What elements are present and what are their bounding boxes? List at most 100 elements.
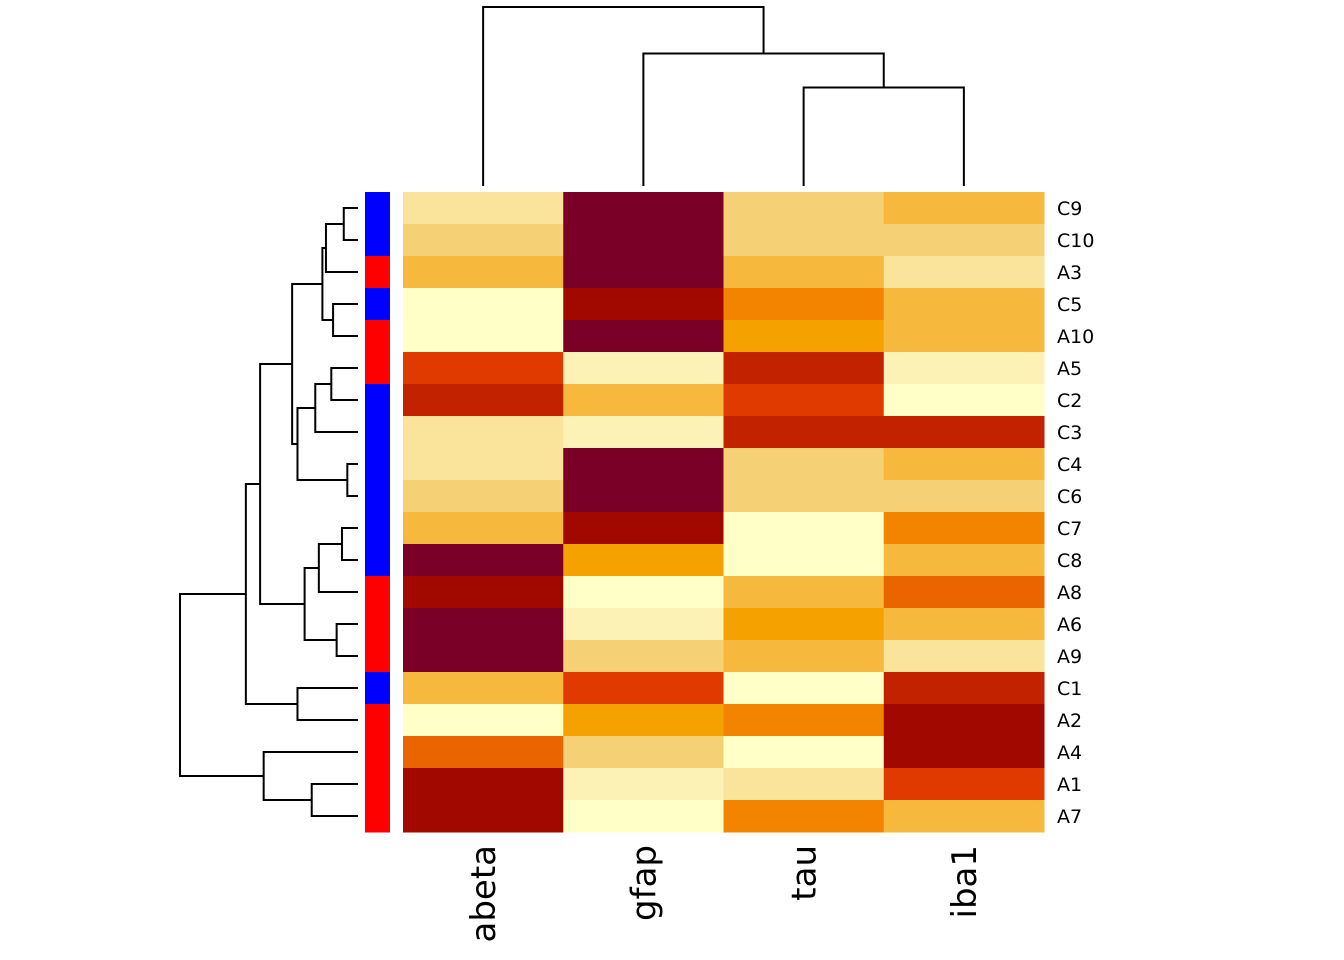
row-label-A3: A3 (1057, 262, 1082, 284)
group-bar-C6 (365, 480, 390, 513)
row-label-C2: C2 (1057, 390, 1082, 412)
heatmap-cell-A5-tau (723, 352, 885, 385)
row-label-A5: A5 (1057, 358, 1082, 380)
heatmap-cell-C9-abeta (403, 192, 564, 225)
heatmap-cell-C8-iba1 (883, 544, 1045, 577)
heatmap-cell-C5-abeta (403, 288, 564, 321)
heatmap-cell-C4-gfap (563, 448, 724, 481)
group-bar-A1 (365, 768, 390, 801)
heatmap-cells (403, 192, 1045, 833)
row-label-C1: C1 (1057, 678, 1082, 700)
row-label-C5: C5 (1057, 294, 1082, 316)
heatmap-cell-C4-tau (723, 448, 885, 481)
heatmap-cell-C7-tau (723, 512, 885, 545)
heatmap-cell-C4-abeta (403, 448, 564, 481)
heatmap-cell-A1-gfap (563, 768, 724, 801)
heatmap-cell-C10-abeta (403, 224, 564, 257)
heatmap-cell-C10-gfap (563, 224, 724, 257)
column-label-abeta: abeta (464, 845, 504, 943)
row-dendrogram-branch-15 (296, 687, 358, 721)
row-label-A7: A7 (1057, 806, 1082, 828)
heatmap-cell-A6-tau (723, 608, 885, 641)
column-label-gfap: gfap (624, 845, 664, 921)
heatmap-cell-C9-tau (723, 192, 885, 225)
heatmap-cell-A10-abeta (403, 320, 564, 353)
group-bar-A2 (365, 704, 390, 737)
heatmap-cell-A4-abeta (403, 736, 564, 769)
heatmap-cell-C1-iba1 (883, 672, 1045, 705)
heatmap-cell-C8-gfap (563, 544, 724, 577)
row-dendrogram-branch-6 (314, 383, 358, 433)
heatmap-cell-A5-gfap (563, 352, 724, 385)
heatmap-cell-A2-iba1 (883, 704, 1045, 737)
heatmap-cell-A6-abeta (403, 608, 564, 641)
row-label-A1: A1 (1057, 774, 1082, 796)
heatmap-cell-A6-gfap (563, 608, 724, 641)
group-bar-A5 (365, 352, 390, 385)
row-label-C3: C3 (1057, 422, 1082, 444)
group-bar-C10 (365, 224, 390, 257)
heatmap-cell-A4-gfap (563, 736, 724, 769)
heatmap-cell-C5-tau (723, 288, 885, 321)
heatmap-cell-A1-abeta (403, 768, 564, 801)
column-label-tau: tau (785, 845, 825, 901)
heatmap-cell-A9-iba1 (883, 640, 1045, 673)
heatmap-cell-C8-abeta (403, 544, 564, 577)
row-dendrogram-branch-7 (346, 463, 358, 497)
group-bar-C2 (365, 384, 390, 417)
heatmap-cell-A5-abeta (403, 352, 564, 385)
row-dendrogram-branch-5 (330, 367, 358, 401)
group-bar-A6 (365, 608, 390, 641)
group-bar-A3 (365, 256, 390, 289)
column-labels: abeta gfap tau iba1 (464, 845, 985, 943)
row-dendrogram-branch-19 (179, 593, 264, 777)
row-label-A2: A2 (1057, 710, 1082, 732)
column-label-iba1: iba1 (945, 845, 985, 919)
heatmap-cell-A5-iba1 (883, 352, 1045, 385)
heatmap-cell-A7-tau (723, 800, 885, 833)
heatmap-cell-A9-gfap (563, 640, 724, 673)
row-dendrogram-branch-13 (303, 567, 337, 641)
heatmap-cell-C3-abeta (403, 416, 564, 449)
group-bar-A7 (365, 800, 390, 833)
row-group-color-bar (365, 192, 390, 833)
row-dendrogram-branch-17 (310, 783, 358, 817)
heatmap-cell-A8-iba1 (883, 576, 1045, 609)
row-label-C7: C7 (1057, 518, 1082, 540)
group-bar-C1 (365, 672, 390, 705)
group-bar-C5 (365, 288, 390, 321)
row-dendrogram-branch-10 (340, 527, 358, 561)
heatmap-cell-A10-gfap (563, 320, 724, 353)
heatmap-cell-C3-gfap (563, 416, 724, 449)
heatmap-cell-A3-abeta (403, 256, 564, 289)
heatmap-cell-C8-tau (723, 544, 885, 577)
row-label-C8: C8 (1057, 550, 1082, 572)
heatmap-cell-A3-iba1 (883, 256, 1045, 289)
heatmap-cell-C6-gfap (563, 480, 724, 513)
heatmap-cell-C9-iba1 (883, 192, 1045, 225)
heatmap-cell-C2-gfap (563, 384, 724, 417)
row-label-C9: C9 (1057, 198, 1082, 220)
heatmap-cell-C5-iba1 (883, 288, 1045, 321)
heatmap-cell-A4-iba1 (883, 736, 1045, 769)
group-bar-C7 (365, 512, 390, 545)
row-label-A4: A4 (1057, 742, 1082, 764)
row-label-A6: A6 (1057, 614, 1082, 636)
column-dendrogram-branch-2 (642, 52, 885, 186)
heatmap-cell-A2-tau (723, 704, 885, 737)
column-dendrogram-branch-3 (482, 6, 765, 186)
heatmap-cell-C2-iba1 (883, 384, 1045, 417)
row-label-A8: A8 (1057, 582, 1082, 604)
group-bar-C9 (365, 192, 390, 225)
heatmap-cell-C2-abeta (403, 384, 564, 417)
group-bar-C8 (365, 544, 390, 577)
heatmap-cell-C10-iba1 (883, 224, 1045, 257)
heatmap-cell-C3-tau (723, 416, 885, 449)
heatmap-cell-C6-iba1 (883, 480, 1045, 513)
row-label-C10: C10 (1057, 230, 1094, 252)
heatmap-cell-A7-iba1 (883, 800, 1045, 833)
row-label-A9: A9 (1057, 646, 1082, 668)
heatmap-cell-A8-abeta (403, 576, 564, 609)
heatmap-cell-A1-iba1 (883, 768, 1045, 801)
